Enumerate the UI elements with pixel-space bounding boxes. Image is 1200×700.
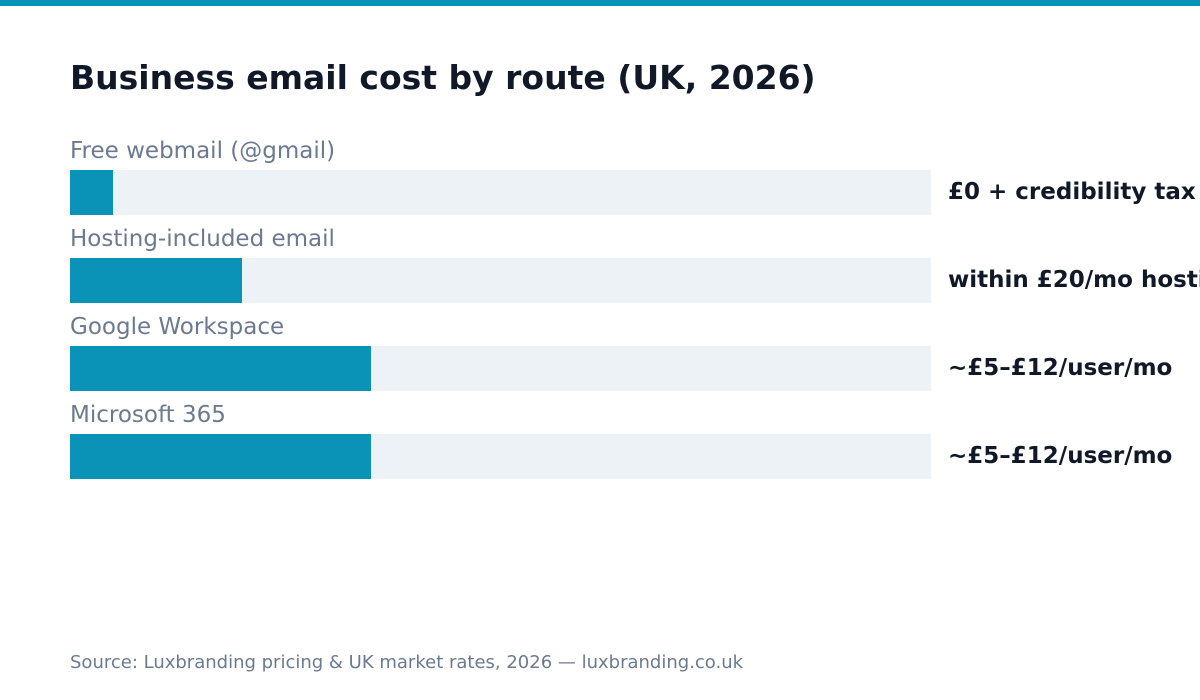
source-note: Source: Luxbranding pricing & UK market … [70,652,744,673]
bar [70,258,242,303]
bar [70,434,371,479]
category-label: Google Workspace [70,314,285,340]
value-label: ~£5–£12/user/mo [948,355,1173,381]
bar [70,346,371,391]
bar-track [70,434,931,479]
category-label: Hosting-included email [70,226,335,252]
top-accent-bar [0,0,1200,6]
value-label: within £20/mo hosting [948,267,1200,293]
value-label: £0 + credibility tax [948,179,1196,205]
category-label: Microsoft 365 [70,402,226,428]
bar-track [70,170,931,215]
chart-title: Business email cost by route (UK, 2026) [70,58,816,97]
bar-track [70,258,931,303]
value-label: ~£5–£12/user/mo [948,443,1173,469]
category-label: Free webmail (@gmail) [70,138,336,164]
bar-track [70,346,931,391]
bar [70,170,113,215]
